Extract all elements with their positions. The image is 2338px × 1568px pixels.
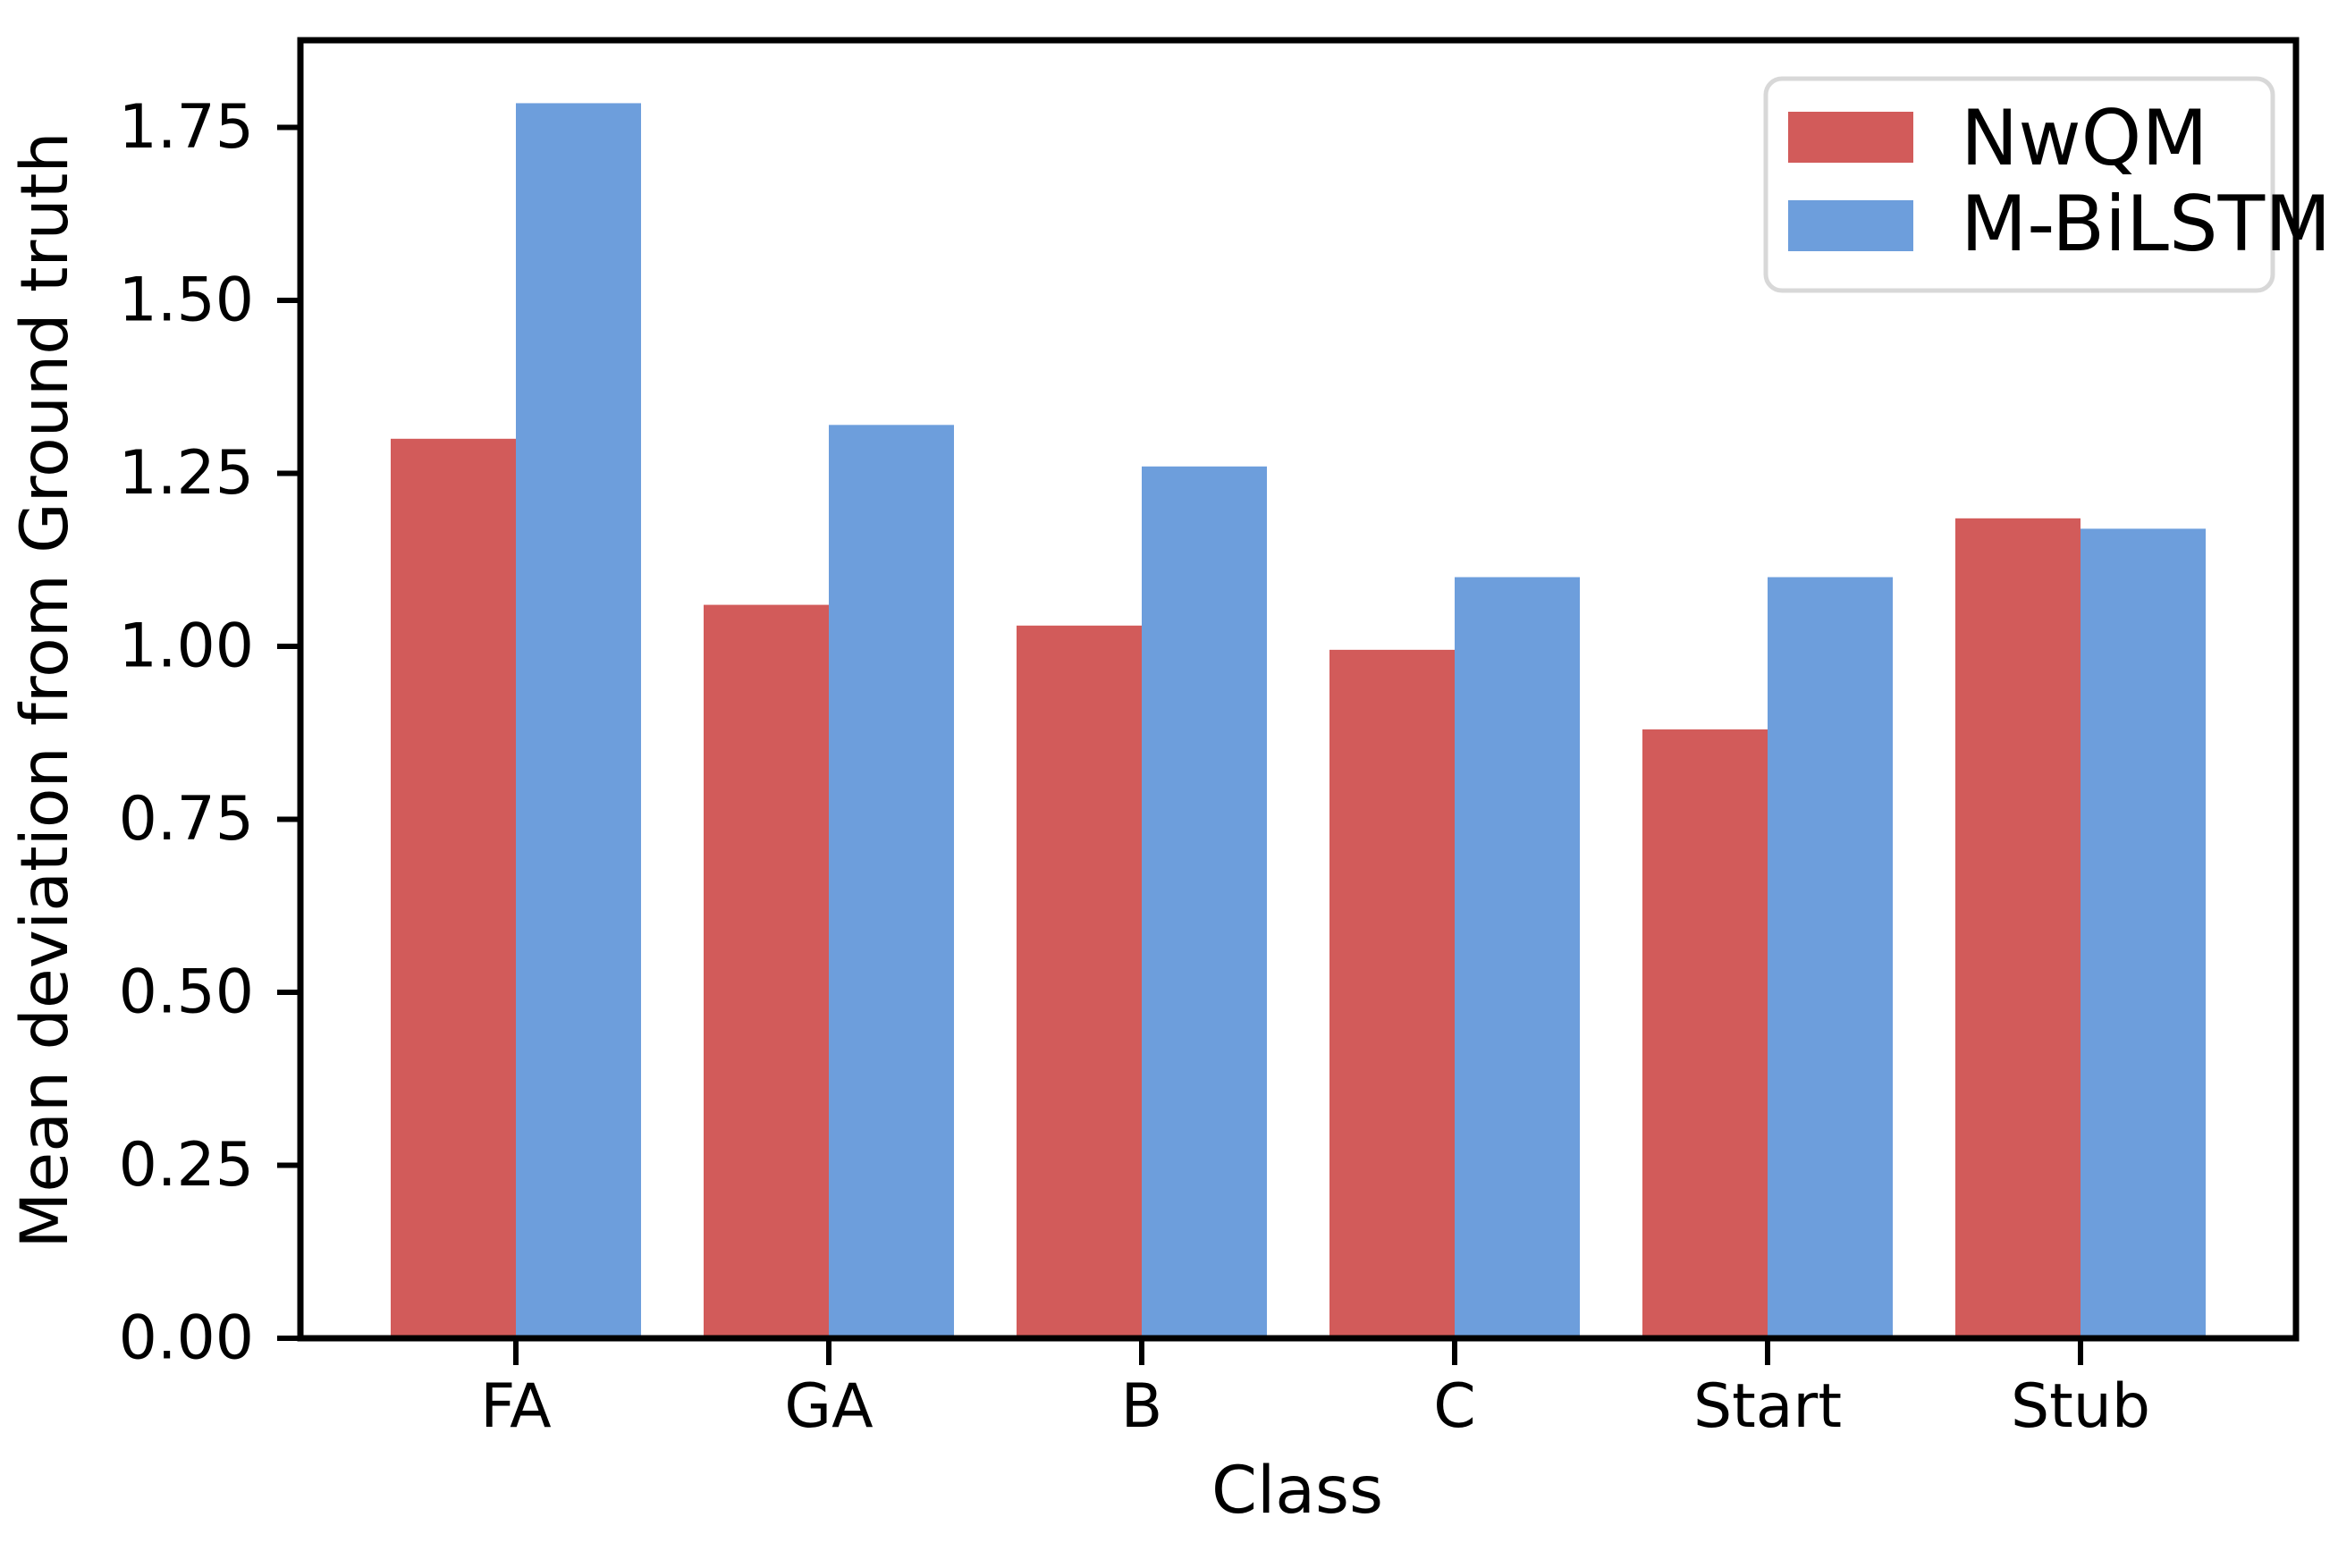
- y-axis: 0.00 0.25 0.50 0.75 1.00 1.25 1.50 1.75: [119, 92, 300, 1374]
- bar-m-bilstm-c: [1455, 577, 1580, 1338]
- x-tick-label-ga: GA: [784, 1371, 873, 1442]
- bar-nwqm-c: [1329, 649, 1455, 1338]
- y-tick-label: 0.75: [119, 784, 254, 855]
- legend-swatch-m-bilstm: [1788, 200, 1913, 251]
- x-axis: FA GA B C Start Stub: [480, 1338, 2150, 1442]
- bar-nwqm-start: [1642, 729, 1768, 1338]
- legend-swatch-nwqm: [1788, 112, 1913, 163]
- x-tick-label-b: B: [1121, 1371, 1163, 1442]
- y-tick-label: 0.50: [119, 957, 254, 1028]
- x-tick-label-c: C: [1433, 1371, 1475, 1442]
- x-tick-label-fa: FA: [480, 1371, 551, 1442]
- bar-m-bilstm-b: [1142, 466, 1267, 1338]
- y-axis-label: Mean deviation from Ground truth: [7, 131, 83, 1248]
- bar-nwqm-b: [1017, 625, 1142, 1338]
- bar-nwqm-fa: [391, 438, 516, 1338]
- legend-label-m-bilstm: M-BiLSTM: [1961, 180, 2331, 269]
- bars-group: [391, 103, 2206, 1338]
- y-tick-label: 0.25: [119, 1130, 254, 1201]
- y-tick-label: 1.50: [119, 266, 254, 336]
- y-tick-label: 0.00: [119, 1303, 254, 1374]
- bar-m-bilstm-start: [1768, 577, 1893, 1338]
- bar-m-bilstm-fa: [516, 103, 641, 1338]
- x-tick-label-stub: Stub: [2011, 1371, 2150, 1442]
- y-tick-label: 1.75: [119, 92, 254, 163]
- bar-nwqm-stub: [1955, 518, 2081, 1338]
- y-tick-label: 1.00: [119, 611, 254, 682]
- legend-label-nwqm: NwQM: [1961, 94, 2208, 183]
- x-tick-label-start: Start: [1693, 1371, 1842, 1442]
- bar-nwqm-ga: [704, 604, 829, 1338]
- y-tick-label: 1.25: [119, 438, 254, 509]
- axes-frame: [297, 37, 2300, 1342]
- bar-m-bilstm-stub: [2081, 528, 2206, 1338]
- x-axis-label: Class: [1211, 1453, 1383, 1529]
- bar-m-bilstm-ga: [829, 425, 954, 1338]
